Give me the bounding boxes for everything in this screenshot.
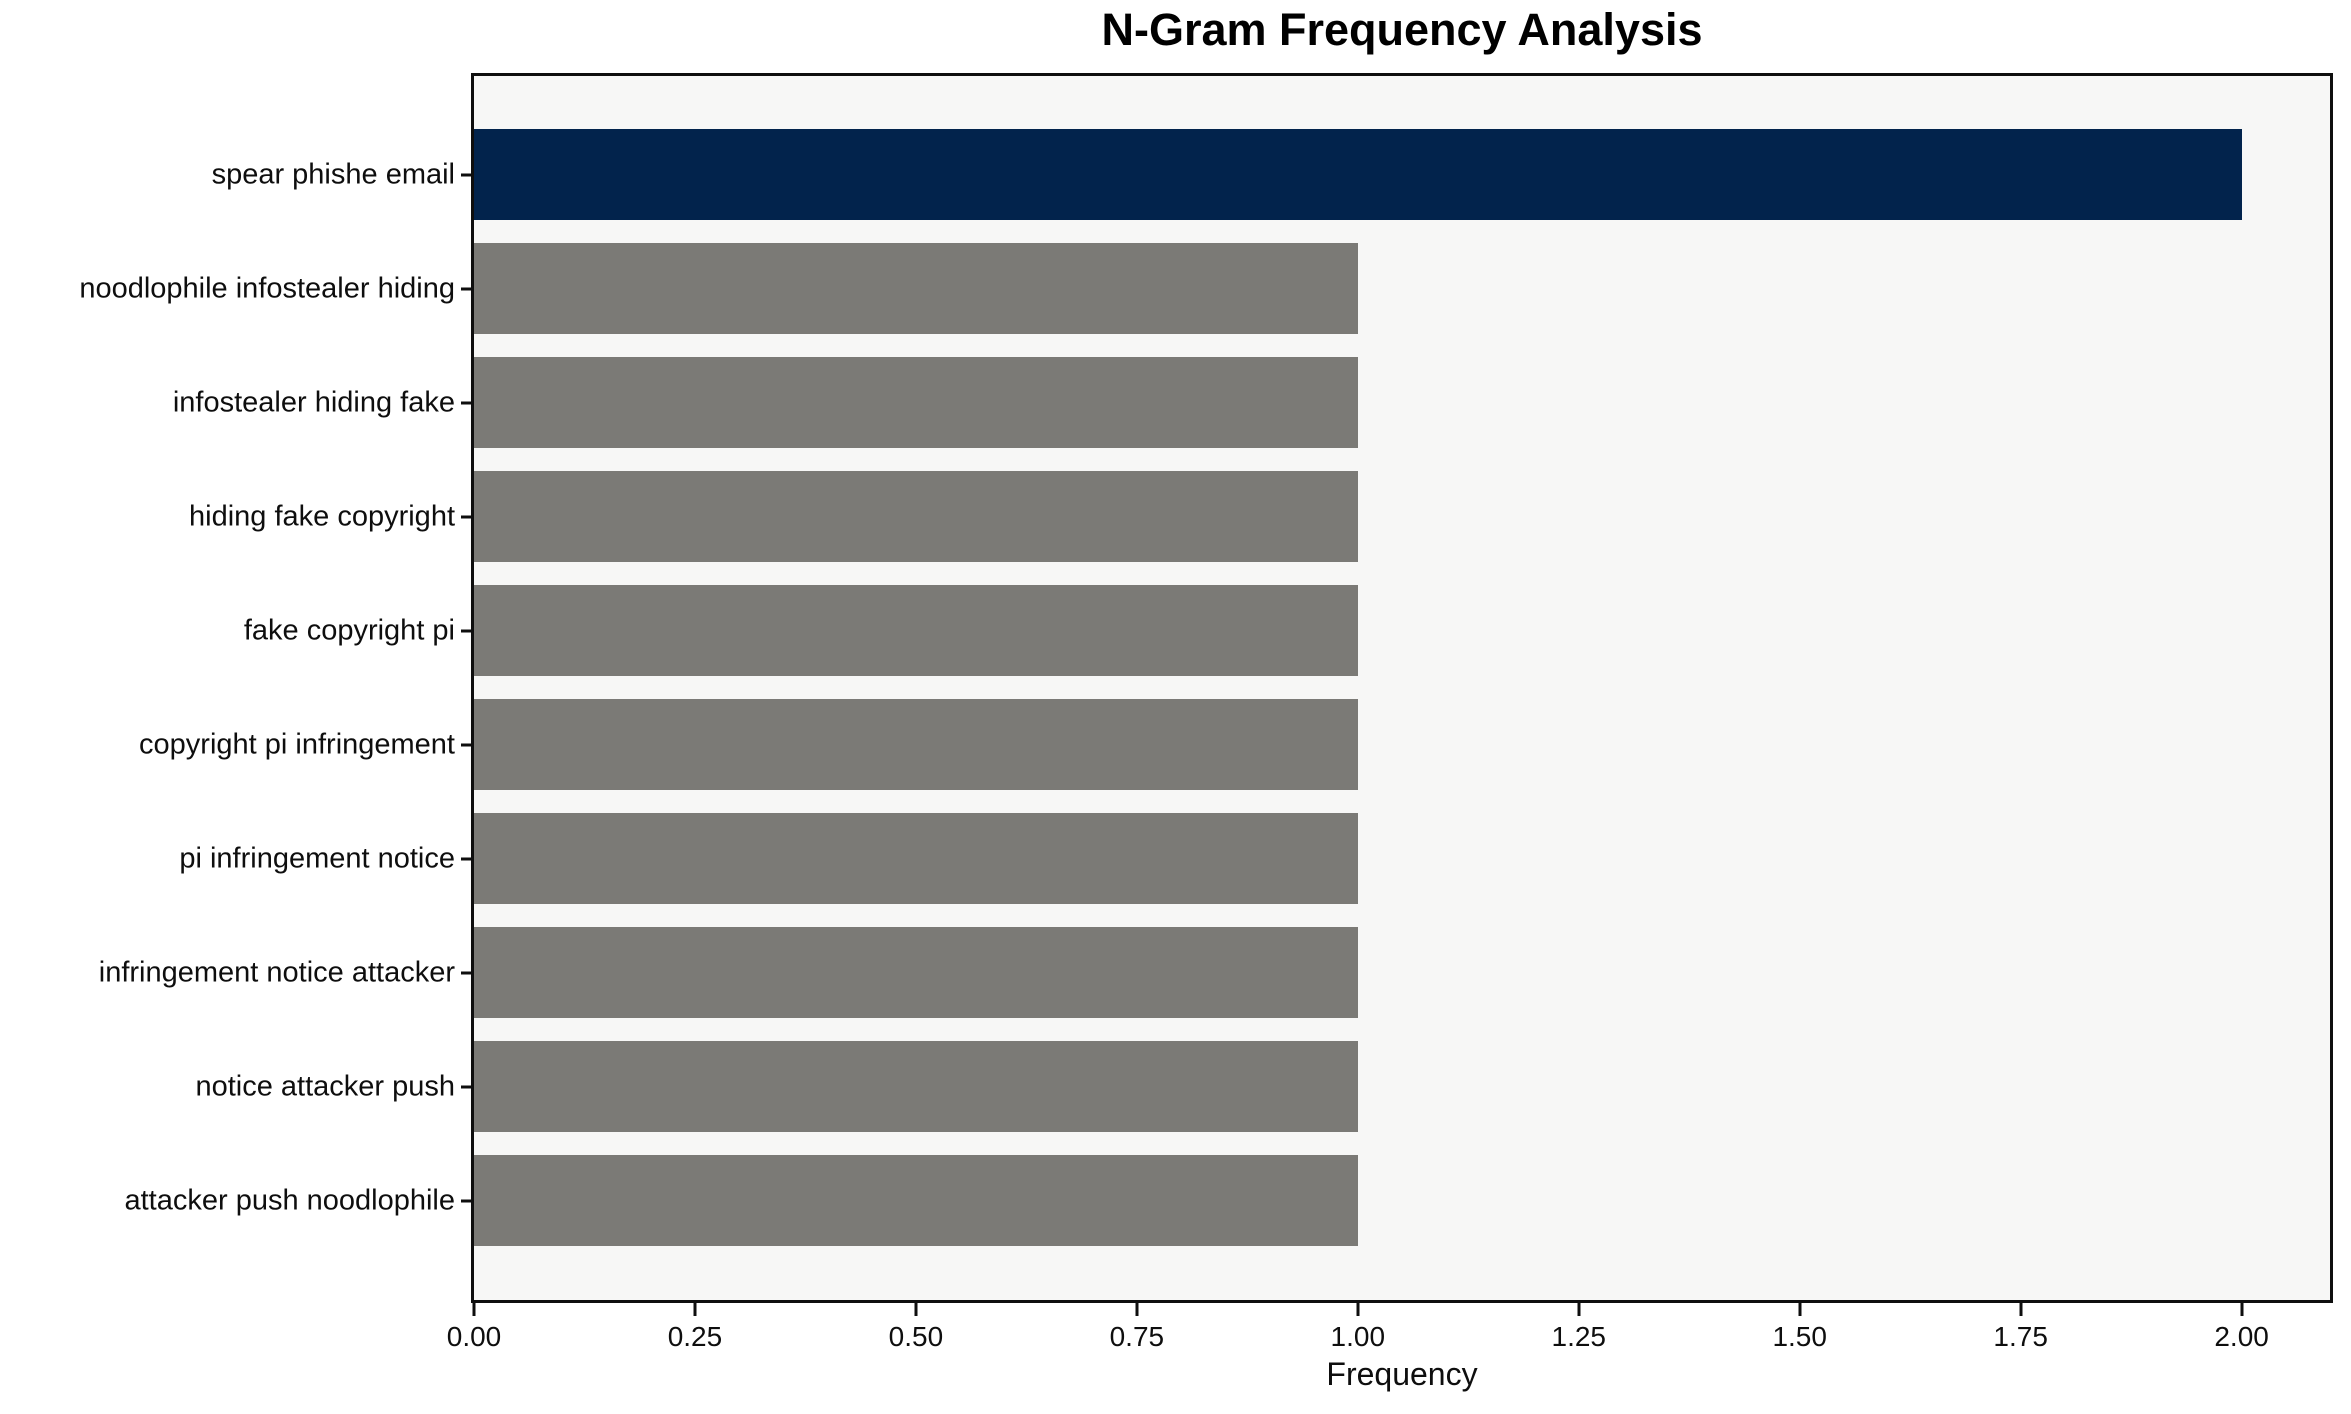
- bar-row: [474, 1041, 2330, 1132]
- y-tick-mark: [461, 287, 472, 290]
- x-tick-mark: [472, 1303, 476, 1316]
- bar-row: [474, 585, 2330, 676]
- bar-9: [474, 1155, 1358, 1246]
- bar-row: [474, 243, 2330, 334]
- x-tick-label: 0.25: [667, 1321, 723, 1352]
- y-tick-mark: [461, 1199, 472, 1202]
- x-tick-mark: [1577, 1303, 1581, 1316]
- bar-row: [474, 813, 2330, 904]
- bar-row: [474, 699, 2330, 790]
- y-tick-mark: [461, 515, 472, 518]
- chart-title: N-Gram Frequency Analysis: [1101, 4, 1703, 55]
- bar-7: [474, 927, 1358, 1018]
- bar-0: [474, 129, 2242, 220]
- y-tick-mark: [461, 857, 472, 860]
- y-tick-mark: [461, 1085, 472, 1088]
- y-tick-mark: [461, 971, 472, 974]
- x-tick-label: 1.75: [1993, 1321, 2048, 1352]
- y-axis-label: infostealer hiding fake: [172, 386, 455, 418]
- y-axis-label: pi infringement notice: [179, 842, 455, 874]
- bar-row: [474, 129, 2330, 220]
- x-tick-label: 1.25: [1551, 1321, 1607, 1352]
- bar-5: [474, 699, 1358, 790]
- y-axis-label: hiding fake copyright: [189, 500, 455, 532]
- y-axis-label: notice attacker push: [195, 1070, 455, 1102]
- x-tick-label: 0.00: [446, 1321, 502, 1352]
- bar-3: [474, 471, 1358, 562]
- bars-layer: [474, 76, 2330, 1300]
- x-tick-mark: [1798, 1303, 1802, 1316]
- plot-area: [471, 73, 2333, 1303]
- y-axis-label: spear phishe email: [211, 158, 455, 190]
- y-axis-label: fake copyright pi: [243, 614, 455, 646]
- x-tick-label: 0.75: [1109, 1321, 1165, 1352]
- bar-6: [474, 813, 1358, 904]
- y-axis-label: noodlophile infostealer hiding: [79, 272, 455, 304]
- bar-2: [474, 357, 1358, 448]
- y-tick-mark: [461, 629, 472, 632]
- x-tick-mark: [1135, 1303, 1139, 1316]
- y-axis-label: infringement notice attacker: [98, 956, 455, 988]
- y-tick-mark: [461, 743, 472, 746]
- bar-4: [474, 585, 1358, 676]
- x-tick-label: 1.50: [1772, 1321, 1827, 1352]
- bar-8: [474, 1041, 1358, 1132]
- x-tick-mark: [1356, 1303, 1360, 1316]
- bar-row: [474, 357, 2330, 448]
- bar-1: [474, 243, 1358, 334]
- x-tick-mark: [914, 1303, 918, 1316]
- x-tick-mark: [2019, 1303, 2023, 1316]
- y-tick-mark: [461, 401, 472, 404]
- x-axis-label: Frequency: [1326, 1356, 1478, 1392]
- x-tick-mark: [693, 1303, 697, 1316]
- x-tick-mark: [2240, 1303, 2244, 1316]
- bar-row: [474, 1155, 2330, 1246]
- y-axis-label: copyright pi infringement: [139, 728, 455, 760]
- bar-row: [474, 471, 2330, 562]
- y-axis-label: attacker push noodlophile: [124, 1184, 455, 1216]
- x-tick-label: 2.00: [2214, 1321, 2269, 1352]
- bar-row: [474, 927, 2330, 1018]
- x-tick-label: 1.00: [1330, 1321, 1386, 1352]
- y-tick-mark: [461, 173, 472, 176]
- x-tick-label: 0.50: [888, 1321, 944, 1352]
